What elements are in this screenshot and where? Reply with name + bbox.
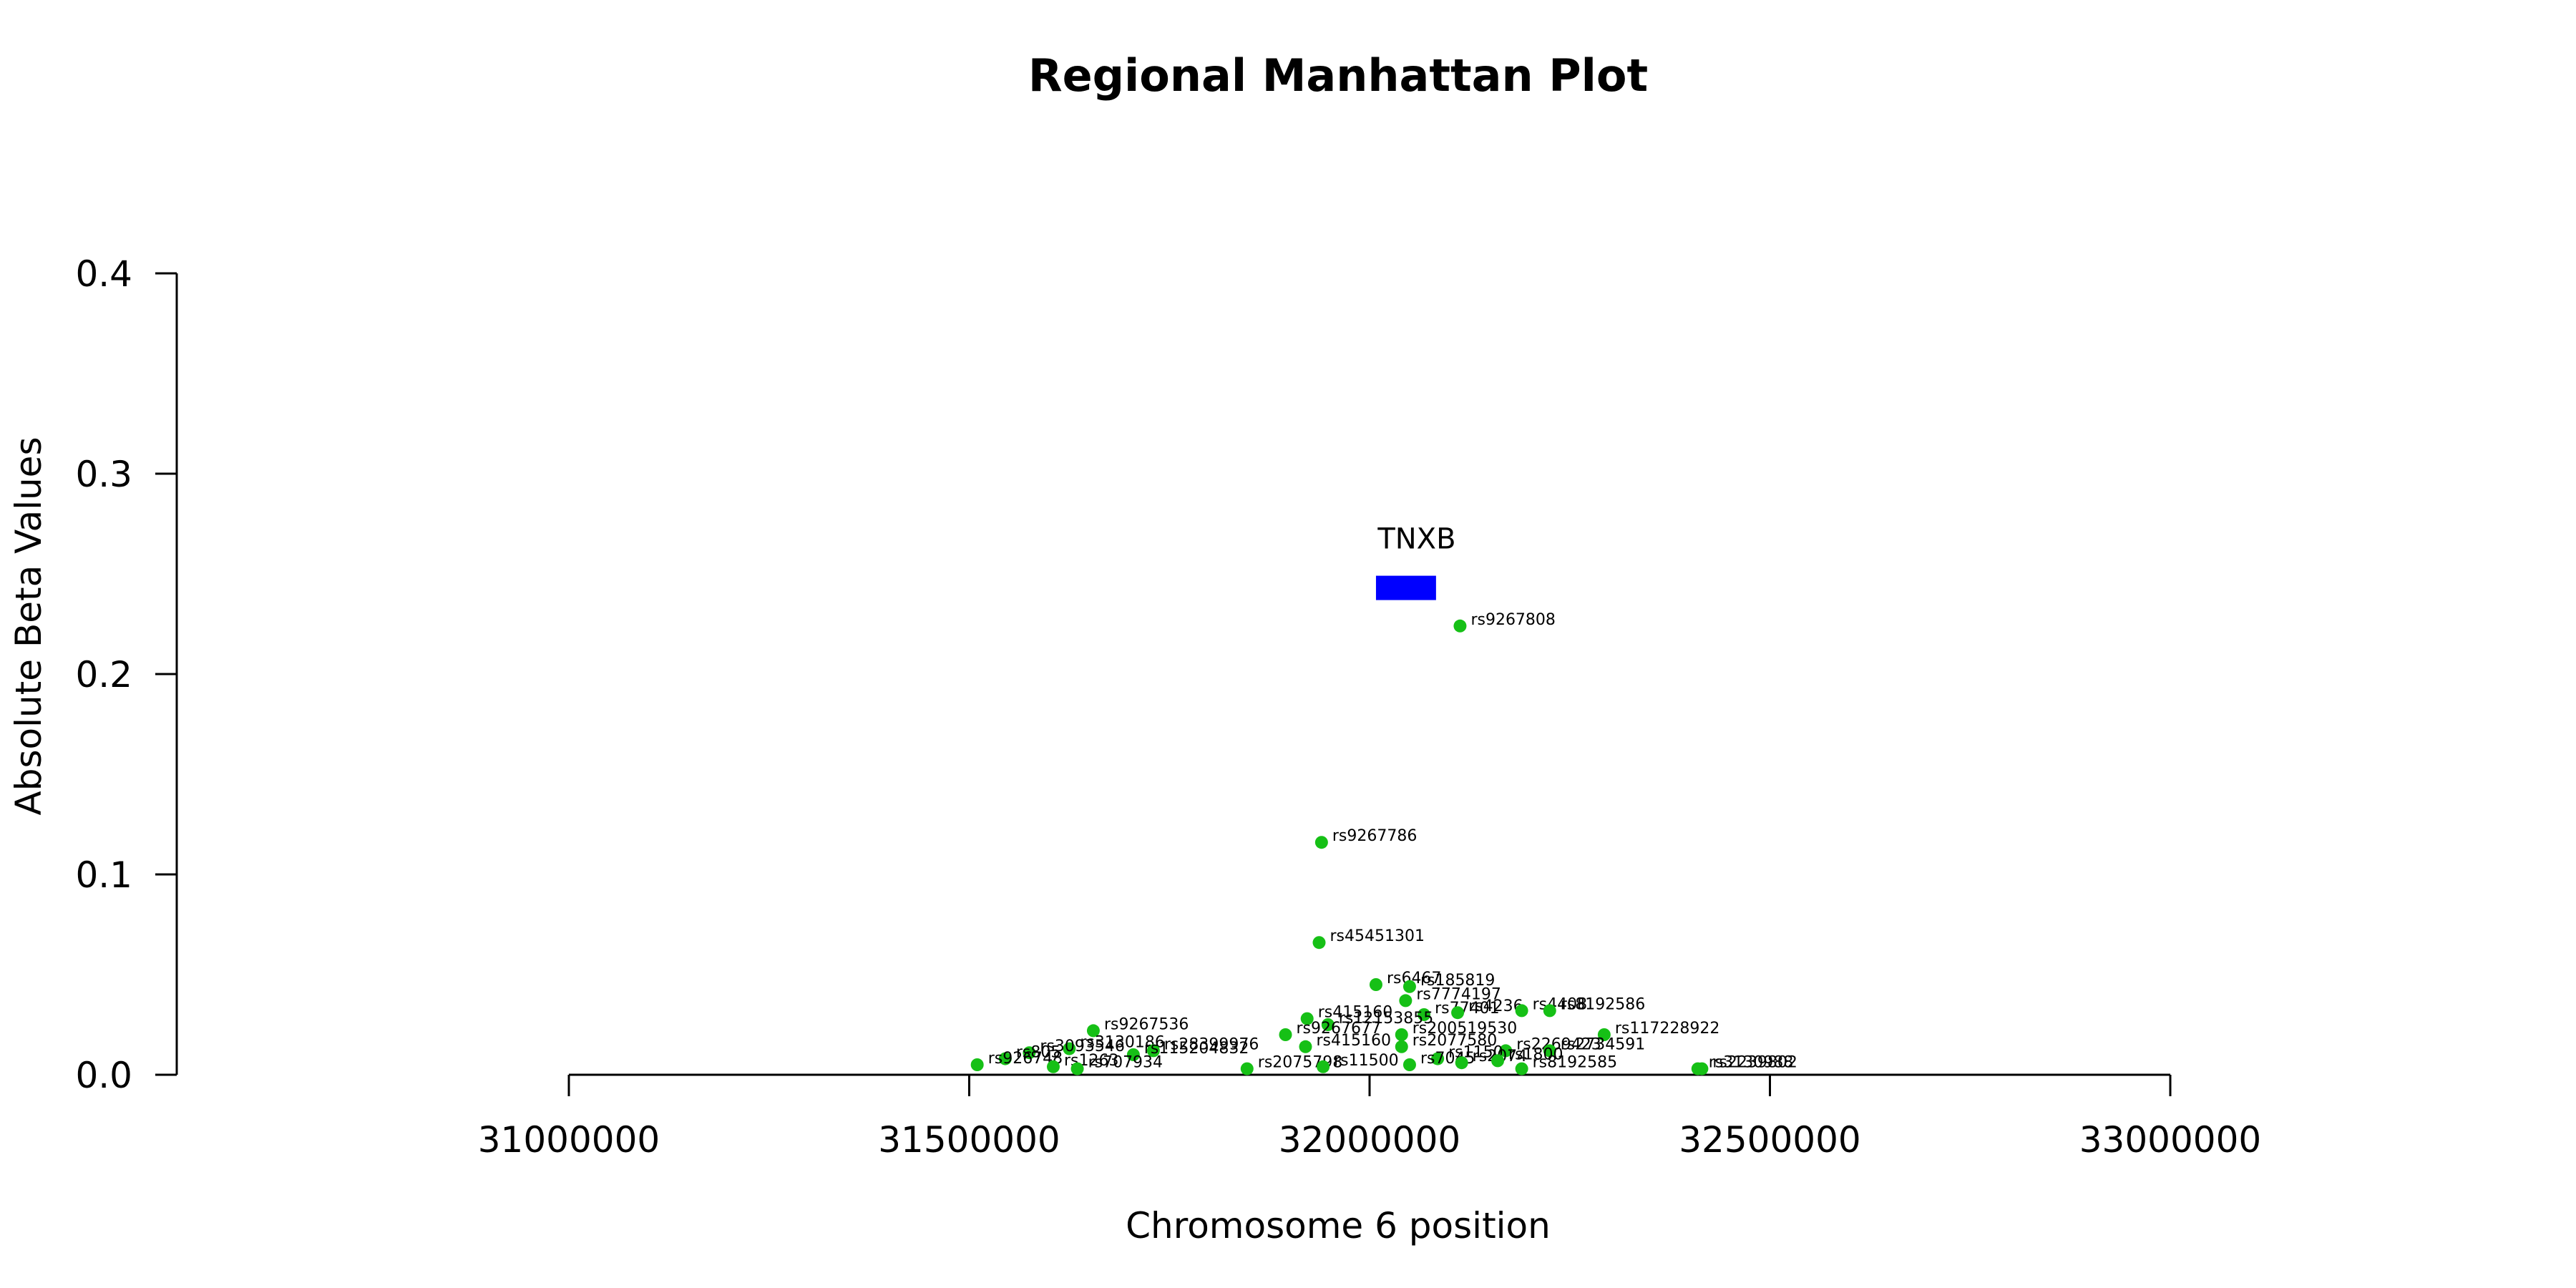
snp-label: rs9267536 <box>1104 1015 1189 1033</box>
x-tick-label: 32500000 <box>1679 1119 1861 1161</box>
snp-label: rs200519530 <box>1413 1020 1517 1038</box>
data-point <box>1300 1012 1314 1025</box>
data-point <box>1023 1046 1036 1060</box>
x-tick-label: 32000000 <box>1279 1119 1461 1161</box>
x-axis-label: Chromosome 6 position <box>1126 1205 1551 1246</box>
data-point <box>1418 1008 1431 1021</box>
data-point <box>1515 1004 1528 1018</box>
data-point <box>1314 836 1328 849</box>
snp-label: rs8192585 <box>1533 1054 1618 1072</box>
y-axis-label: Absolute Beta Values <box>8 437 49 816</box>
data-point <box>1312 936 1326 950</box>
snp-label: rs1800 <box>1508 1045 1563 1063</box>
snp-label: rs8192586 <box>1561 995 1646 1013</box>
data-point <box>1126 1048 1140 1061</box>
data-point <box>1695 1062 1709 1075</box>
data-point <box>1146 1044 1160 1058</box>
data-point <box>1279 1028 1292 1041</box>
data-point <box>1402 980 1416 993</box>
snp-label: rs805 <box>1016 1044 1061 1062</box>
data-point <box>1046 1060 1060 1073</box>
data-point <box>1597 1028 1611 1041</box>
data-point <box>1395 1028 1408 1041</box>
data-point <box>1543 1004 1556 1018</box>
snp-label: rs45451301 <box>1330 927 1425 945</box>
snp-label: rs117228922 <box>1615 1020 1719 1038</box>
snp-label: rs115204832 <box>1144 1040 1249 1058</box>
y-tick-label: 0.0 <box>75 1055 132 1096</box>
data-point <box>1063 1042 1076 1055</box>
snp-label: rs9267786 <box>1332 827 1418 845</box>
data-point <box>1431 1052 1445 1065</box>
y-axis-ticks: 0.0 0.1 0.2 0.3 0.4 <box>75 253 177 1096</box>
snp-label: rs12153855 <box>1339 1010 1433 1028</box>
chart-title: Regional Manhattan Plot <box>1028 49 1648 102</box>
snp-label: rs2075798 <box>1258 1054 1343 1072</box>
data-point <box>1451 1006 1465 1020</box>
snp-label: rs3093546 <box>1040 1038 1125 1055</box>
snp-label: rs3130988 <box>1709 1054 1794 1072</box>
data-point <box>1240 1062 1254 1075</box>
snp-label: rs9267677 <box>1297 1020 1382 1038</box>
data-point <box>1086 1024 1100 1038</box>
snp-label: rs415160 <box>1316 1032 1391 1050</box>
snp-label: rs2239802 <box>1712 1054 1797 1072</box>
snp-label: rs77401 <box>1435 1000 1500 1018</box>
snp-label: rs11500 <box>1334 1052 1399 1070</box>
data-point <box>1399 994 1413 1008</box>
data-point <box>1317 1060 1330 1073</box>
y-tick-label: 0.2 <box>75 654 132 696</box>
snp-label: rs4236 <box>1468 997 1523 1015</box>
data-point <box>1395 1040 1408 1053</box>
snp-label: rs4408 <box>1533 995 1588 1013</box>
snp-label: rs2077580 <box>1413 1032 1498 1050</box>
x-tick-label: 33000000 <box>2079 1119 2262 1161</box>
data-point <box>1491 1054 1505 1068</box>
x-axis-ticks: 31000000 31500000 32000000 32500000 33000000 <box>478 1075 2262 1161</box>
snp-label: rs28399976 <box>1164 1035 1259 1053</box>
data-point <box>1321 1018 1335 1031</box>
x-tick-label: 31000000 <box>478 1119 660 1161</box>
data-point <box>1543 1044 1556 1058</box>
data-points: rs9267808rs9267786rs45451301rs6467rs1858… <box>970 611 1797 1075</box>
y-tick-label: 0.1 <box>75 854 132 896</box>
snp-label: rs9267808 <box>1470 611 1556 629</box>
snp-label: rs185819 <box>1420 972 1496 990</box>
gene-bar <box>1375 575 1436 600</box>
snp-label: rs2269423 <box>1516 1035 1601 1053</box>
y-tick-label: 0.4 <box>75 253 132 295</box>
data-point <box>1402 1058 1416 1071</box>
y-tick-label: 0.3 <box>75 454 132 495</box>
gene-label: TNXB <box>1377 523 1455 556</box>
data-point <box>1455 1056 1468 1070</box>
data-point <box>1499 1044 1513 1058</box>
snp-label: rs707934 <box>1088 1054 1163 1072</box>
snp-label: rs415160 <box>1318 1004 1393 1022</box>
data-point <box>970 1058 984 1071</box>
data-point <box>998 1052 1012 1065</box>
data-point <box>1070 1062 1084 1075</box>
data-point <box>1515 1062 1528 1075</box>
x-tick-label: 31500000 <box>878 1119 1060 1161</box>
data-point <box>1369 978 1382 991</box>
snp-label: rs2734591 <box>1561 1035 1646 1053</box>
data-point <box>1299 1040 1312 1053</box>
snp-label: rs7774197 <box>1416 985 1501 1003</box>
data-point <box>1453 619 1467 633</box>
